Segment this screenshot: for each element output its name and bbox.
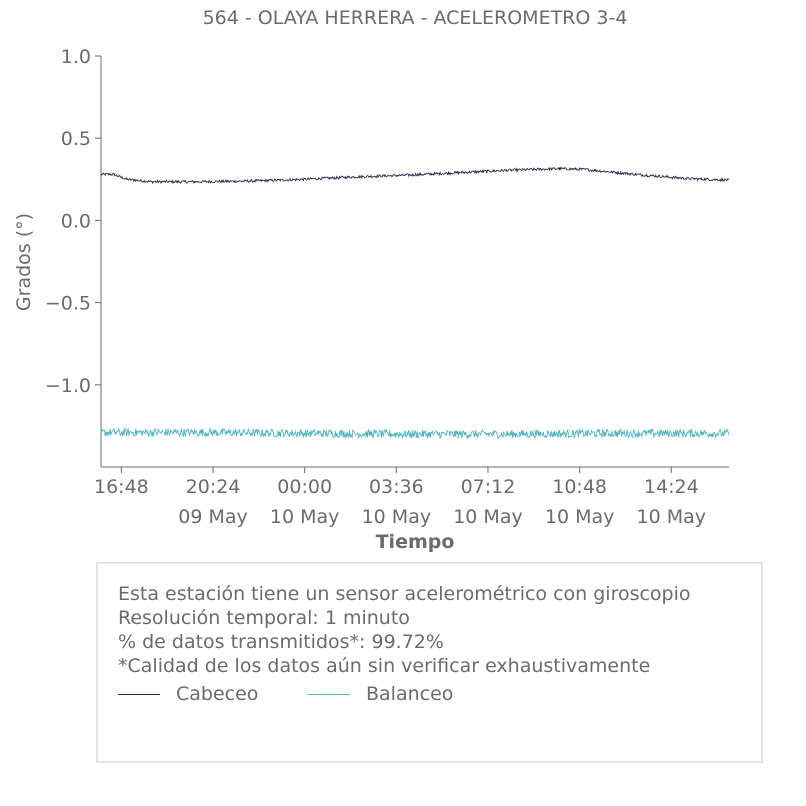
x-tick-date-label: 10 May [545,506,615,528]
x-tick-time-label: 00:00 [277,476,332,498]
info-line-transmitted: % de datos transmitidos*: 99.72% [118,631,444,653]
x-ticks: 16:48 20:24 09 May 00:00 10 May 03:36 10 May 07… [94,467,706,528]
chart-title: 564 - OLAYA HERRERA - ACELEROMETRO 3-4 [203,7,628,29]
y-tick-label: 1.0 [61,46,91,68]
series-line-balanceo [100,427,730,440]
y-tick-label: 0.5 [61,128,91,150]
x-tick-time-label: 14:24 [644,476,699,498]
info-box: Esta estación tiene un sensor aceleromét… [96,562,763,763]
x-tick-date-label: 10 May [270,506,340,528]
x-tick-date-label: 09 May [178,506,248,528]
y-ticks: 1.0 0.5 0.0 −0.5 −1.0 [45,46,101,397]
legend-label-balanceo: Balanceo [366,683,454,705]
x-tick-date-label: 10 May [637,506,707,528]
info-text: Esta estación tiene un sensor aceleromét… [118,582,691,678]
y-tick-label: 0.0 [61,210,91,232]
x-tick-date-label: 10 May [362,506,432,528]
x-tick-time-label: 16:48 [94,476,149,498]
x-tick-time-label: 07:12 [461,476,516,498]
info-line-quality: *Calidad de los datos aún sin verificar … [118,655,651,677]
y-tick-label: −1.0 [45,375,91,397]
x-tick-time-label: 03:36 [369,476,424,498]
series-layer [100,166,730,440]
info-line-sensor: Esta estación tiene un sensor aceleromét… [118,583,691,605]
y-axis-label: Grados (°) [13,213,35,311]
x-tick-time-label: 20:24 [186,476,241,498]
legend-swatch-cabeceo [118,694,160,695]
legend-swatch-balanceo [308,694,350,695]
series-line-cabeceo [100,166,730,185]
x-axis-label: Tiempo [376,531,455,553]
legend-label-cabeceo: Cabeceo [176,683,259,705]
y-tick-label: −0.5 [45,293,91,315]
x-tick-date-label: 10 May [453,506,523,528]
x-tick-time-label: 10:48 [552,476,607,498]
accelerometer-chart: 564 - OLAYA HERRERA - ACELEROMETRO 3-4 G… [13,7,730,553]
info-line-resolution: Resolución temporal: 1 minuto [118,607,410,629]
